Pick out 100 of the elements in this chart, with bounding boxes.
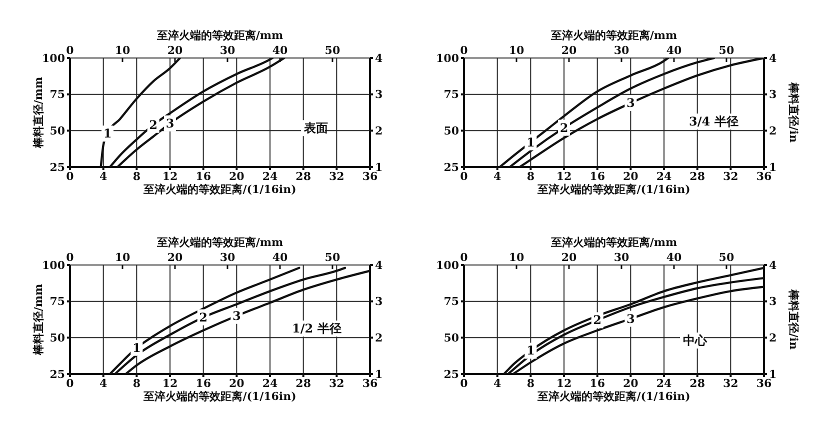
series-label: 2	[593, 313, 602, 328]
x-tick-label: 12	[162, 170, 178, 183]
x-tick-label: 20	[623, 170, 639, 183]
x-tick-label: 16	[590, 376, 606, 390]
x-tick-label: 8	[526, 376, 535, 390]
y-tick-label: 25	[444, 160, 459, 174]
x2-tick-label: 30	[614, 251, 630, 264]
x-tick-label: 4	[100, 170, 108, 183]
annotation: 3/4 半径	[689, 114, 738, 129]
y-tick-label: 100	[42, 258, 66, 272]
x-tick-label: 0	[66, 170, 74, 183]
x2-tick-label: 40	[666, 251, 682, 264]
y2-tick-label: 4	[375, 258, 383, 272]
annotation: 中心	[683, 334, 708, 348]
y2-tick-label: 2	[769, 332, 777, 345]
x-tick-label: 4	[494, 170, 502, 183]
series-label: 1	[526, 135, 535, 150]
x-tick-label: 8	[132, 376, 141, 390]
x2-axis-title: 至淬火端的等效距离/mm	[156, 29, 284, 42]
y2-tick-label: 3	[375, 88, 383, 102]
x-axis-title: 至淬火端的等效距离/(1/16in)	[142, 182, 296, 196]
y-tick-label: 100	[42, 52, 66, 65]
x2-tick-label: 0	[460, 251, 468, 264]
x-axis-title: 至淬火端的等效距离/(1/16in)	[536, 390, 690, 403]
x-tick-label: 4	[100, 376, 108, 390]
x-tick-label: 12	[556, 170, 572, 183]
x2-tick-label: 50	[324, 44, 340, 57]
x-axis-title: 至淬火端的等效距离/(1/16in)	[142, 390, 296, 403]
x-tick-label: 8	[132, 170, 141, 183]
y2-tick-label: 3	[375, 295, 383, 308]
series-label: 1	[132, 340, 141, 355]
y-tick-label: 25	[444, 368, 459, 381]
x-tick-label: 12	[162, 376, 178, 390]
x-tick-label: 28	[690, 376, 706, 390]
x-tick-label: 36	[756, 376, 772, 390]
x-tick-label: 0	[460, 170, 468, 183]
y2-tick-label: 3	[769, 88, 777, 102]
y2-tick-label: 3	[769, 295, 777, 308]
x2-tick-label: 40	[272, 251, 288, 264]
x2-tick-label: 20	[167, 44, 183, 57]
x-tick-label: 20	[623, 376, 639, 390]
x-tick-label: 28	[296, 170, 312, 183]
x2-tick-label: 10	[114, 251, 130, 264]
y2-tick-label: 2	[769, 124, 777, 138]
y-tick-label: 50	[444, 332, 460, 345]
x-tick-label: 36	[362, 170, 378, 183]
x-tick-label: 8	[526, 170, 535, 183]
x2-axis-title: 至淬火端的等效距离/mm	[550, 236, 678, 249]
x2-tick-label: 10	[508, 44, 524, 57]
x-tick-label: 4	[494, 376, 502, 390]
y2-tick-label: 2	[375, 124, 383, 138]
series-label: 1	[526, 344, 535, 358]
x-tick-label: 24	[262, 376, 278, 390]
y-tick-label: 50	[50, 124, 66, 138]
y-tick-label: 75	[444, 295, 459, 308]
series-label: 2	[149, 118, 158, 132]
x2-tick-label: 50	[718, 44, 734, 57]
series-label: 3	[166, 116, 174, 130]
x2-axis-title: 至淬火端的等效距离/mm	[156, 236, 284, 249]
x2-tick-label: 10	[114, 44, 130, 57]
x-tick-label: 20	[229, 376, 245, 390]
y2-tick-label: 4	[769, 52, 777, 65]
x2-tick-label: 50	[324, 251, 340, 264]
y-tick-label: 25	[50, 160, 65, 174]
x-tick-label: 20	[229, 170, 245, 183]
x-tick-label: 32	[723, 170, 738, 183]
x2-tick-label: 0	[460, 44, 468, 57]
y-tick-label: 75	[50, 88, 65, 102]
y-axis-title: 棒料直径/mm	[32, 283, 45, 356]
x2-axis-title: 至淬火端的等效距离/mm	[550, 29, 678, 42]
x-tick-label: 16	[590, 170, 606, 183]
x2-tick-label: 10	[508, 251, 524, 264]
x-tick-label: 0	[460, 376, 468, 390]
series-label: 3	[232, 308, 241, 323]
annotation: 表面	[303, 121, 328, 136]
x-tick-label: 24	[262, 170, 278, 183]
x-tick-label: 28	[296, 376, 312, 390]
x2-tick-label: 40	[272, 44, 288, 57]
y2-tick-label: 2	[375, 332, 383, 345]
y-tick-label: 100	[436, 258, 460, 272]
series-label: 3	[626, 96, 635, 110]
x2-tick-label: 0	[66, 44, 74, 57]
x-tick-label: 28	[690, 170, 706, 183]
x-tick-label: 24	[656, 376, 672, 390]
x2-tick-label: 20	[167, 251, 183, 264]
x-axis-title: 至淬火端的等效距离/(1/16in)	[536, 182, 690, 196]
y2-axis-title: 棒料直径/in	[787, 288, 800, 350]
series-label: 1	[103, 126, 112, 141]
x2-tick-label: 30	[614, 44, 630, 57]
x-tick-label: 32	[329, 376, 344, 390]
x2-tick-label: 50	[718, 251, 734, 264]
x-tick-label: 16	[196, 376, 212, 390]
y2-tick-label: 4	[375, 52, 383, 65]
x-tick-label: 36	[756, 170, 772, 183]
x-tick-label: 36	[362, 376, 378, 390]
y-tick-label: 75	[444, 88, 459, 102]
y2-tick-label: 4	[769, 258, 777, 272]
y-tick-label: 50	[50, 332, 66, 345]
x2-tick-label: 20	[561, 44, 577, 57]
x2-tick-label: 30	[220, 44, 236, 57]
